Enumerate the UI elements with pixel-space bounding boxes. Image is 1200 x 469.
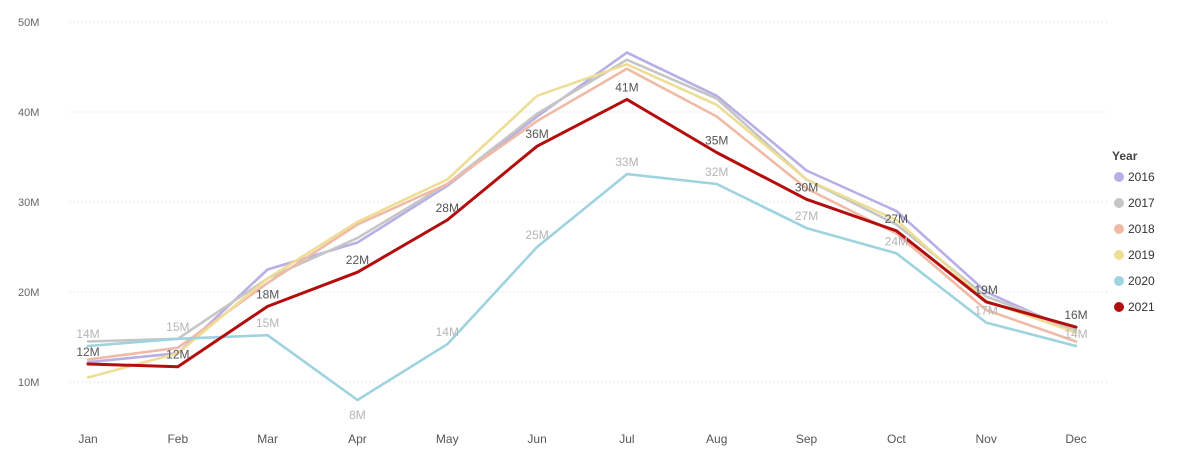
- x-tick-label: Dec: [1065, 432, 1086, 446]
- y-axis: 10M 20M 30M 40M 50M: [18, 17, 39, 389]
- x-tick-label: Oct: [887, 432, 906, 446]
- data-label-2020: 14M: [436, 325, 459, 339]
- data-label-2020: 25M: [525, 228, 548, 242]
- legend-label: 2021: [1128, 300, 1155, 314]
- series-line-2020: [86, 172, 1078, 402]
- series-lines: [86, 51, 1078, 402]
- x-tick-label: Apr: [348, 432, 367, 446]
- legend-marker: [1114, 198, 1124, 208]
- data-label-2020: 27M: [795, 209, 818, 223]
- data-label-2021: 41M: [615, 80, 638, 94]
- y-tick-label: 50M: [18, 17, 39, 29]
- data-label-2020: 14M: [76, 327, 99, 341]
- x-tick-label: Aug: [706, 432, 727, 446]
- x-tick-label: May: [436, 432, 459, 446]
- data-label-2021: 12M: [166, 348, 189, 362]
- legend-label: 2017: [1128, 196, 1155, 210]
- x-tick-label: Sep: [796, 432, 818, 446]
- x-tick-label: Jun: [527, 432, 546, 446]
- data-label-2020: 17M: [975, 304, 998, 318]
- x-tick-label: Feb: [167, 432, 188, 446]
- legend-title: Year: [1112, 149, 1138, 163]
- legend-item-2018[interactable]: 2018: [1114, 222, 1155, 236]
- x-tick-label: Jan: [78, 432, 97, 446]
- legend-label: 2016: [1128, 170, 1155, 184]
- data-label-2021: 36M: [525, 127, 548, 141]
- data-label-2020: 8M: [349, 408, 366, 422]
- y-tick-label: 20M: [18, 287, 39, 299]
- legend-label: 2018: [1128, 222, 1155, 236]
- data-label-2021: 19M: [975, 283, 998, 297]
- data-label-2021: 18M: [256, 287, 279, 301]
- data-label-2021: 22M: [346, 253, 369, 267]
- data-label-2020: 33M: [615, 155, 638, 169]
- y-tick-label: 40M: [18, 107, 39, 119]
- legend-marker: [1114, 250, 1124, 260]
- series-line-2017: [86, 58, 1078, 343]
- data-label-2021: 30M: [795, 180, 818, 194]
- legend-item-2016[interactable]: 2016: [1114, 170, 1155, 184]
- legend-marker: [1114, 172, 1124, 182]
- legend-marker: [1114, 302, 1124, 312]
- data-label-2020: 24M: [885, 234, 908, 248]
- x-axis: Jan Feb Mar Apr May Jun Jul Aug Sep Oct Nov Dec: [78, 432, 1086, 446]
- data-label-2021: 28M: [436, 201, 459, 215]
- legend-item-2019[interactable]: 2019: [1114, 248, 1155, 262]
- x-tick-label: Nov: [976, 432, 997, 446]
- data-label-2021: 12M: [76, 345, 99, 359]
- series-line-2018: [86, 67, 1078, 361]
- data-label-2021: 16M: [1064, 308, 1087, 322]
- x-tick-label: Mar: [257, 432, 278, 446]
- legend-label: 2019: [1128, 248, 1155, 262]
- y-tick-label: 30M: [18, 197, 39, 209]
- data-label-2020: 15M: [256, 316, 279, 330]
- data-label-2020: 14M: [1064, 327, 1087, 341]
- series-line-2019: [86, 63, 1078, 379]
- x-tick-label: Jul: [619, 432, 634, 446]
- legend-item-2021[interactable]: 2021: [1114, 300, 1155, 314]
- data-label-2020: 32M: [705, 165, 728, 179]
- data-label-2020: 15M: [166, 320, 189, 334]
- legend-label: 2020: [1128, 274, 1155, 288]
- legend-item-2020[interactable]: 2020: [1114, 274, 1155, 288]
- legend-marker: [1114, 224, 1124, 234]
- series-line-2016: [86, 51, 1078, 364]
- legend: Year 2016 2017 2018 2019 2020 2021: [1112, 149, 1155, 314]
- data-label-2021: 27M: [885, 212, 908, 226]
- series-line-2021: [86, 97, 1078, 369]
- gridlines: [70, 21, 1110, 383]
- y-tick-label: 10M: [18, 377, 39, 389]
- data-label-2021: 35M: [705, 134, 728, 148]
- legend-item-2017[interactable]: 2017: [1114, 196, 1155, 210]
- data-labels: 14M 15M 15M 8M 14M 25M 33M 32M 27M 24M 17M 14M 12M 12…: [76, 80, 1087, 422]
- legend-marker: [1114, 276, 1124, 286]
